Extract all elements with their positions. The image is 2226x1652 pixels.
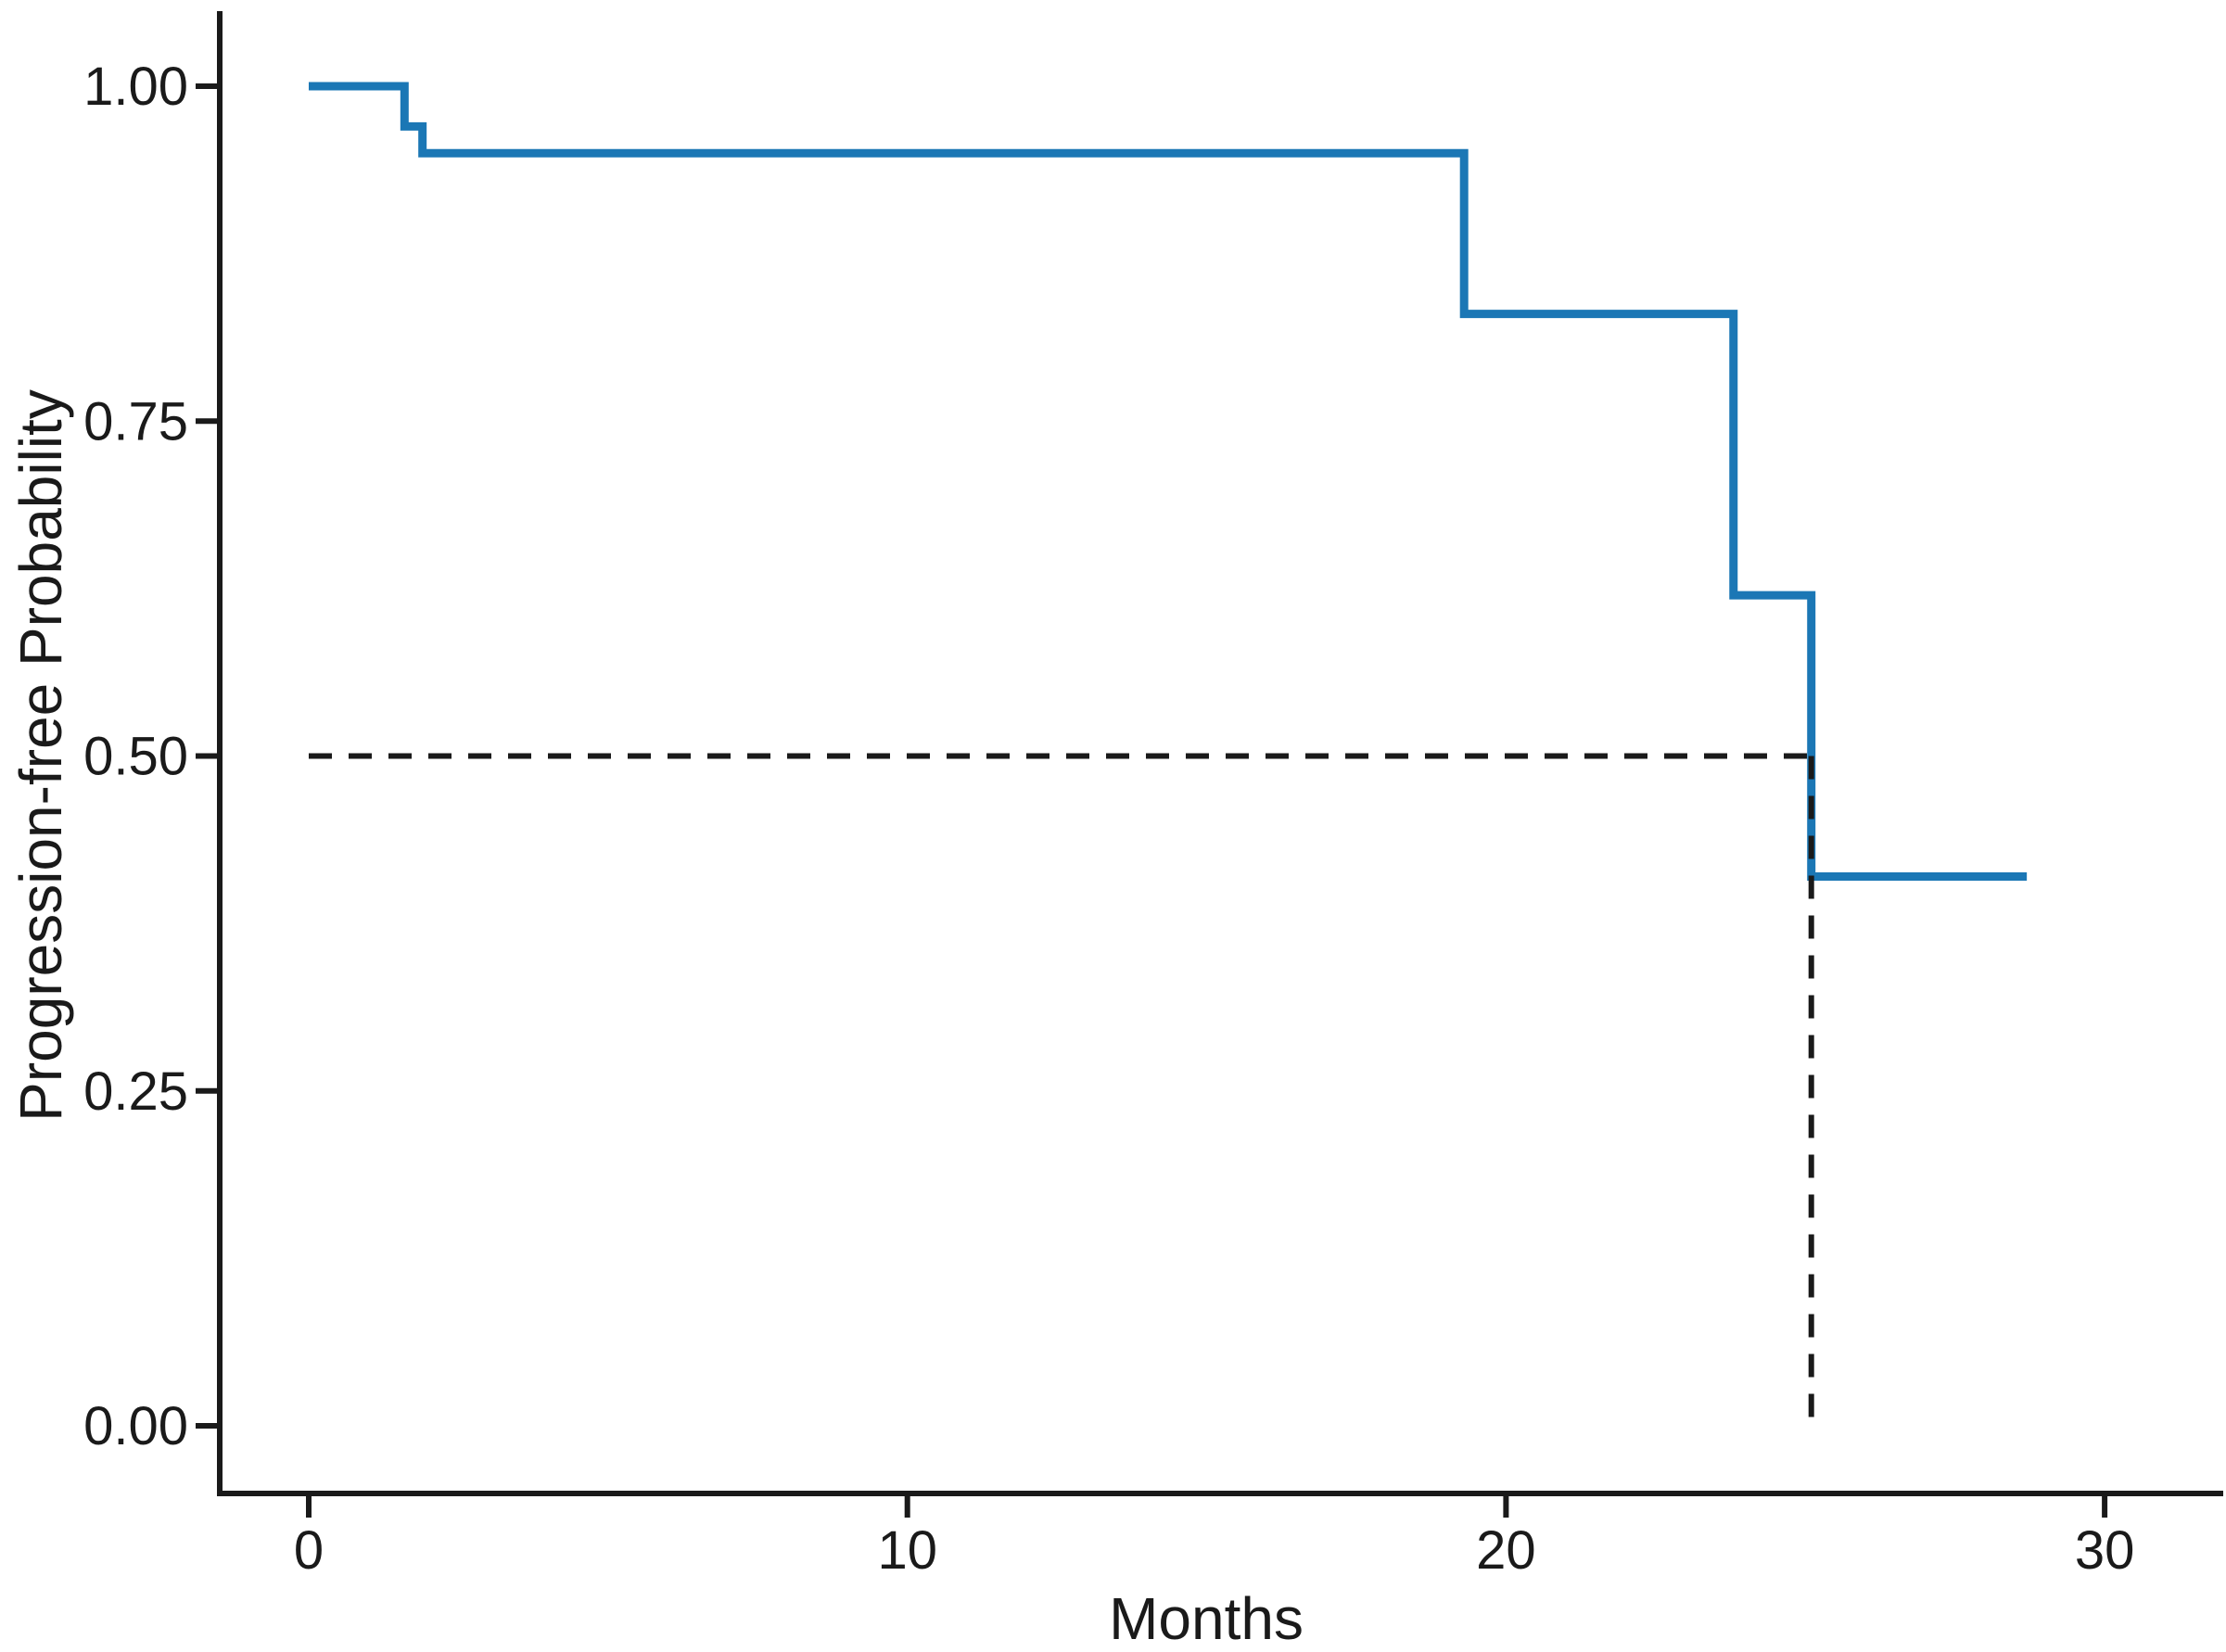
x-axis-title: Months [1109,1585,1304,1652]
x-tick-label: 10 [877,1520,937,1581]
x-tick-label: 20 [1476,1520,1536,1581]
x-tick-label: 0 [294,1520,324,1581]
y-tick-label: 0.25 [83,1061,188,1122]
y-tick-label: 0.75 [83,391,188,451]
survival-curve [309,82,2028,882]
plot-layer: 0 10 20 30 1.00 0.75 0.50 0.25 0.00 [83,11,2223,1581]
y-axis-title: Progression-free Probability [7,389,74,1122]
y-tick-label: 0.00 [83,1396,188,1456]
y-tick-label: 1.00 [83,57,188,117]
x-tick-label: 30 [2075,1520,2135,1581]
y-tick-label: 0.50 [83,727,188,787]
